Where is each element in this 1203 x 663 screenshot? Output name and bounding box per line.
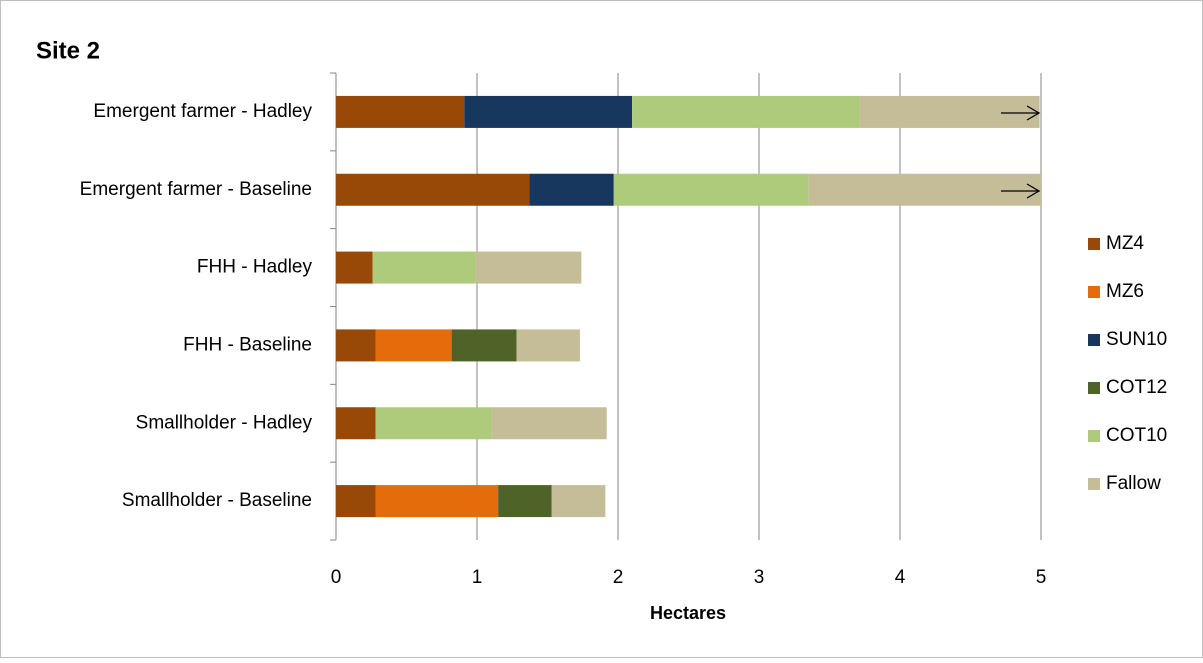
bar-segment [336, 329, 376, 362]
y-tick-label: Smallholder - Baseline [122, 490, 312, 511]
x-tick-label: 5 [1036, 567, 1047, 588]
legend-swatch [1088, 382, 1100, 394]
bar-segment [336, 485, 376, 518]
y-tick-label: FHH - Baseline [183, 334, 312, 355]
bar-segment [491, 407, 607, 440]
legend-label: COT10 [1106, 425, 1167, 446]
bar-segment [516, 329, 580, 362]
overflow-arrow [1001, 105, 1041, 121]
x-axis-label: Hectares [650, 603, 726, 623]
overflow-arrow [1001, 183, 1041, 199]
legend-label: MZ6 [1106, 281, 1144, 302]
legend-label: SUN10 [1106, 329, 1167, 350]
x-tick-label: 1 [472, 567, 483, 588]
bar-segment [336, 251, 373, 284]
bar-segment [375, 407, 492, 440]
bar-segment [464, 95, 633, 128]
bar-segment [551, 485, 606, 518]
bar-segment [336, 95, 465, 128]
x-tick-label: 4 [895, 567, 906, 588]
bar-segment [632, 95, 860, 128]
bar-segment [372, 251, 476, 284]
x-tick-label: 3 [754, 567, 765, 588]
bar-segment [451, 329, 517, 362]
bar-segment [375, 329, 452, 362]
legend-label: COT12 [1106, 377, 1167, 398]
x-tick-label: 0 [331, 567, 342, 588]
legend-swatch [1088, 238, 1100, 250]
overflow-arrows [1001, 105, 1041, 199]
y-tick-label: Emergent farmer - Baseline [80, 179, 312, 200]
bar-segment [336, 407, 376, 440]
y-tick-label: Emergent farmer - Hadley [93, 101, 312, 122]
bar-segment [529, 173, 614, 206]
legend-swatch [1088, 478, 1100, 490]
bar-segment [498, 485, 552, 518]
y-tick-label: FHH - Hadley [197, 257, 313, 278]
bar-segment [475, 251, 582, 284]
legend-swatch [1088, 286, 1100, 298]
plot-area: 0 1 2 3 4 5 Emergent farmer - Hadley Emergent f… [80, 72, 1047, 588]
bar-segment [859, 95, 1040, 128]
legend-swatch [1088, 430, 1100, 442]
legend-label: Fallow [1106, 473, 1161, 494]
legend-label: MZ4 [1106, 233, 1144, 254]
bar-segment [375, 485, 499, 518]
chart-title: Site 2 [36, 37, 100, 64]
y-tick-label: Smallholder - Hadley [136, 412, 313, 433]
bar-segment [808, 173, 1041, 206]
bar-segment [336, 173, 530, 206]
legend-swatch [1088, 334, 1100, 346]
x-tick-label: 2 [613, 567, 624, 588]
bar-segment [613, 173, 809, 206]
